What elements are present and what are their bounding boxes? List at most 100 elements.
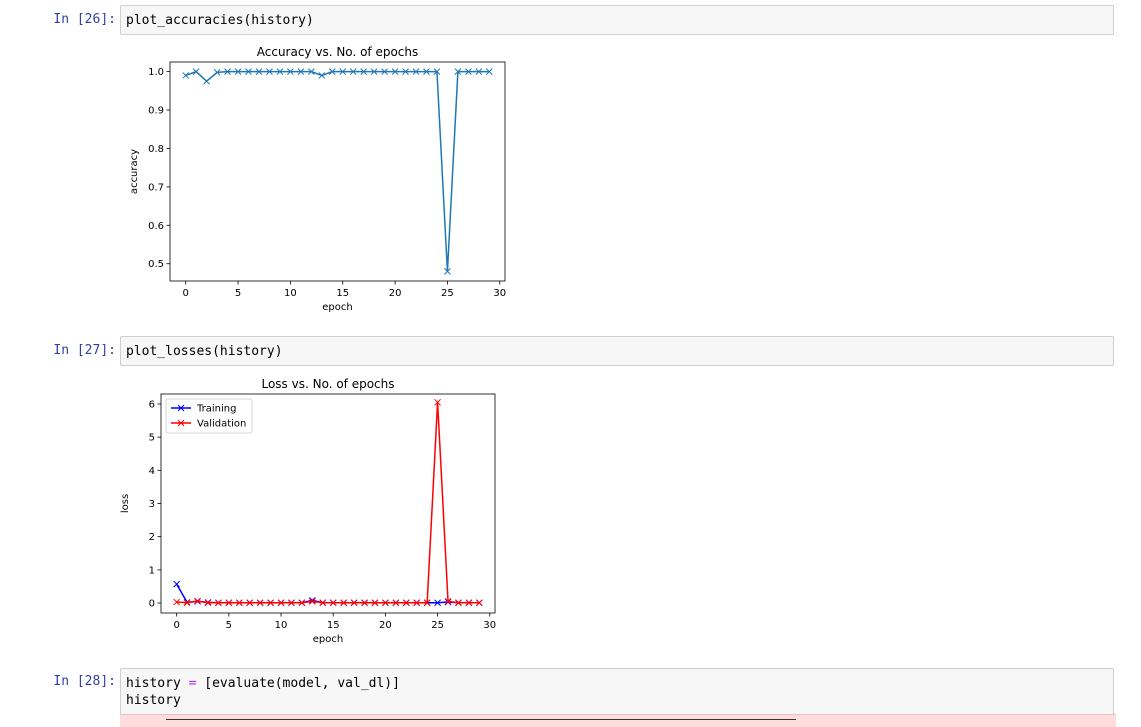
data-point-marker (182, 72, 190, 79)
code-input-cell[interactable]: plot_losses(history) (120, 336, 1114, 366)
data-point-marker (475, 599, 483, 607)
y-tick-label: 0 (149, 599, 155, 610)
x-tick-label: 30 (483, 620, 496, 631)
data-point-marker (308, 598, 316, 605)
series-line (176, 583, 480, 604)
x-axis-label: epoch (313, 634, 343, 645)
x-tick-label: 25 (431, 620, 444, 631)
y-tick-label: 0.7 (148, 182, 164, 193)
data-point-marker (360, 68, 368, 75)
x-tick-label: 10 (284, 288, 297, 299)
data-point-marker (475, 68, 483, 75)
data-point-marker (204, 599, 212, 607)
data-point-marker (255, 68, 263, 75)
data-point-marker (234, 68, 242, 75)
y-tick-label: 0.9 (148, 106, 164, 117)
data-point-marker (349, 68, 357, 75)
x-tick-label: 5 (226, 620, 232, 631)
y-tick-label: 1.0 (148, 67, 164, 78)
data-point-marker (319, 599, 327, 607)
chart-title: Loss vs. No. of epochs (261, 377, 394, 391)
data-point-marker (434, 599, 441, 607)
data-point-marker (276, 68, 284, 75)
data-point-marker (224, 68, 231, 75)
accuracy-chart: Accuracy vs. No. of epochs 0 5 10 15 20 25 30 0.… (129, 45, 506, 313)
data-point-marker (381, 68, 388, 75)
plot-frame (169, 61, 506, 282)
data-point-marker (246, 599, 254, 607)
loss-chart: Loss vs. No. of epochs 0 5 10 15 20 25 30 0 1 2 3 4 5… (120, 377, 496, 645)
data-point-marker (297, 68, 305, 75)
data-point-marker (277, 599, 285, 607)
y-tick-label: 0.5 (148, 259, 164, 270)
data-point-marker (287, 68, 294, 75)
y-tick-label: 5 (149, 433, 155, 444)
operator-token: = (188, 676, 197, 691)
data-point-marker (245, 68, 252, 75)
cell-prompt: In [28]: (53, 674, 116, 689)
code-input-cell[interactable]: history = [evaluate(model, val_dl)] hist… (120, 668, 1114, 715)
legend-marker (177, 404, 185, 412)
data-point-marker (485, 68, 493, 75)
x-tick-label: 0 (173, 620, 179, 631)
legend-label: Training (196, 404, 236, 415)
data-point-marker (173, 580, 181, 588)
data-point-marker (433, 68, 441, 75)
data-point-marker (361, 599, 368, 607)
x-tick-label: 5 (235, 288, 241, 299)
chart-title: Accuracy vs. No. of epochs (257, 45, 419, 59)
y-tick-label: 3 (149, 499, 155, 510)
data-point-marker (329, 599, 337, 607)
data-point-marker (402, 599, 410, 607)
data-point-marker (215, 599, 222, 607)
code-line: history = [evaluate(model, val_dl)] (126, 676, 400, 691)
data-point-marker (288, 599, 295, 607)
series-line (176, 401, 480, 604)
x-tick-label: 0 (183, 288, 189, 299)
code-line: plot_losses(history) (126, 344, 283, 359)
data-point-marker (203, 77, 210, 85)
data-point-marker (350, 599, 358, 607)
data-point-marker (370, 68, 378, 75)
data-point-marker (444, 268, 451, 275)
y-tick-label: 0.8 (148, 144, 164, 155)
data-point-marker (267, 599, 274, 607)
data-point-marker (194, 597, 201, 605)
data-point-marker (339, 68, 347, 75)
data-point-marker (454, 68, 462, 75)
data-point-marker (307, 68, 315, 75)
y-tick-label: 6 (149, 399, 155, 410)
data-point-marker (423, 599, 431, 607)
data-point-marker (465, 599, 473, 607)
y-tick-label: 0.6 (148, 221, 164, 232)
data-point-marker (465, 68, 472, 75)
data-point-marker (266, 68, 273, 75)
data-point-marker (455, 599, 462, 607)
code-input-cell[interactable]: plot_accuracies(history) (120, 5, 1114, 35)
data-point-marker (298, 599, 306, 607)
x-tick-label: 30 (493, 288, 506, 299)
legend-marker (177, 419, 185, 427)
x-tick-label: 10 (275, 620, 288, 631)
data-point-marker (328, 68, 336, 75)
data-point-marker (413, 599, 421, 607)
data-point-marker (412, 68, 420, 75)
data-point-marker (192, 68, 200, 75)
data-point-marker (256, 599, 264, 607)
data-point-marker (213, 69, 221, 76)
cell-prompt: In [27]: (53, 343, 116, 358)
data-point-marker (382, 599, 389, 607)
data-point-marker (391, 68, 399, 75)
y-tick-label: 4 (149, 466, 155, 477)
data-point-marker (318, 72, 326, 79)
code-line: history (126, 693, 181, 708)
y-tick-label: 1 (149, 565, 155, 576)
data-point-marker (423, 68, 430, 75)
x-tick-label: 20 (379, 620, 392, 631)
code-line: plot_accuracies(history) (126, 13, 314, 28)
data-point-marker (340, 599, 348, 607)
data-point-marker (183, 599, 191, 607)
data-point-marker (225, 599, 233, 607)
error-separator (166, 719, 796, 721)
y-axis-label: accuracy (129, 149, 140, 194)
